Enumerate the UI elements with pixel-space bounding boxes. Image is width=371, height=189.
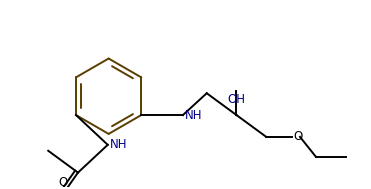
Text: NH: NH <box>185 108 203 122</box>
Text: OH: OH <box>227 93 246 106</box>
Text: NH: NH <box>110 138 127 151</box>
Text: O: O <box>293 130 302 143</box>
Text: O: O <box>59 177 68 189</box>
